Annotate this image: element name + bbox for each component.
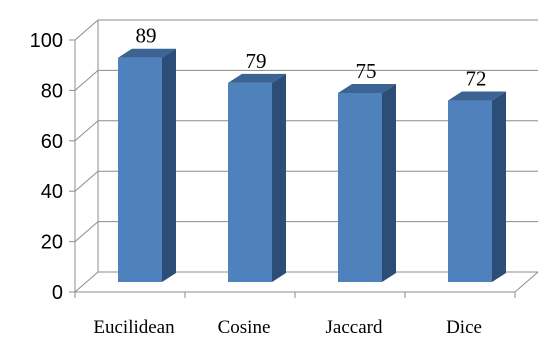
bar-top: [338, 84, 396, 93]
bars: [118, 48, 506, 282]
x-tick-label: Jaccard: [326, 317, 383, 338]
bar-dice: [448, 91, 506, 282]
gridline-depth: [74, 271, 99, 293]
data-label: 72: [466, 67, 487, 91]
bar-side: [382, 84, 396, 282]
y-tick-label: 20: [41, 232, 63, 254]
y-tick-label: 80: [41, 80, 63, 102]
bar-cosine: [228, 73, 286, 282]
y-tick-label: 60: [41, 131, 63, 153]
bar-top: [118, 48, 176, 58]
data-label: 75: [356, 59, 377, 83]
labels: 0 20 40 60 80 100 89 Eucilidean 79 Cosine 75 Jaccar…: [30, 24, 487, 338]
bar-side: [272, 73, 286, 282]
bar-jaccard: [338, 84, 396, 282]
y-tick-label: 0: [52, 282, 63, 304]
gridline-depth: [74, 70, 99, 91]
y-tick-label: 100: [30, 30, 63, 52]
axes: [69, 39, 539, 298]
gridline-depth: [74, 170, 99, 192]
bar-front: [448, 100, 492, 282]
bar-front: [228, 82, 272, 282]
gridline-depth: [74, 221, 99, 242]
x-tick-label: Cosine: [218, 317, 271, 338]
bar-side: [492, 91, 506, 282]
bar-front: [118, 57, 162, 282]
gridline-depth: [74, 19, 99, 41]
gridline-depth: [74, 120, 99, 142]
floor-edge: [514, 271, 539, 293]
bar-top: [448, 91, 506, 101]
x-tick-label: Eucilidean: [93, 317, 175, 338]
data-label: 89: [136, 24, 157, 48]
bar-top: [228, 73, 286, 83]
bar-front: [338, 93, 382, 282]
x-tick-label: Dice: [446, 317, 482, 338]
bar-side: [162, 48, 176, 282]
data-label: 79: [246, 49, 267, 73]
y-tick-label: 40: [41, 181, 63, 203]
bar-eucilidean: [118, 48, 176, 282]
